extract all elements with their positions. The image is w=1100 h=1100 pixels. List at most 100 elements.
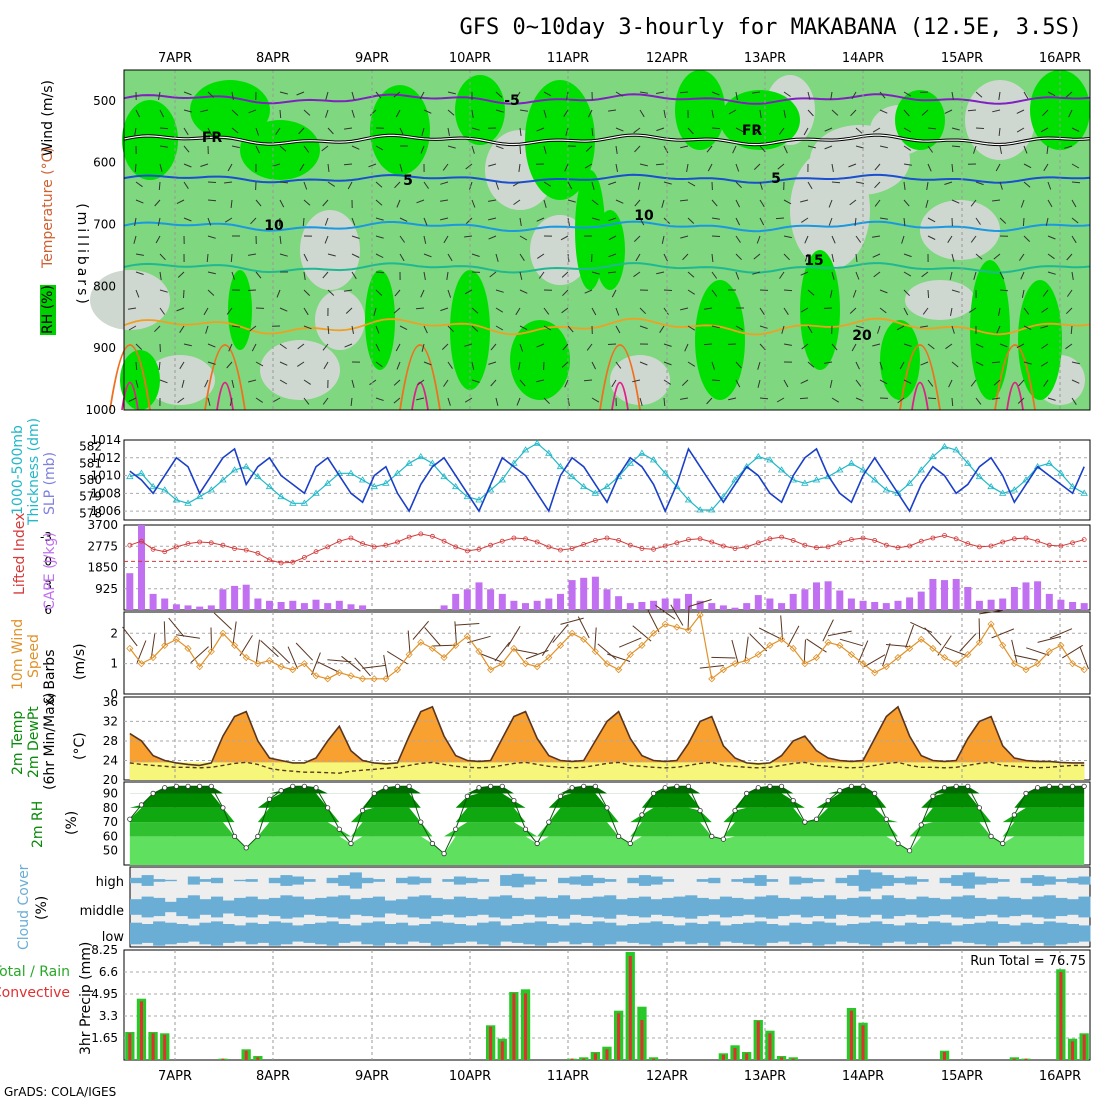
cloud-cover-bar	[708, 877, 721, 884]
wind-barb	[1047, 91, 1056, 97]
cloud-cover-bar	[558, 877, 571, 884]
wind-barb	[687, 289, 695, 295]
wind-barb	[375, 145, 384, 151]
wind10-marker	[766, 641, 774, 649]
cloud-cover-bar	[268, 921, 281, 946]
rh2m-marker	[476, 785, 482, 791]
cloud-cover-bar	[1078, 896, 1091, 918]
cloud-cover-bar	[187, 895, 200, 919]
cape-bar	[847, 598, 855, 610]
rh2m-marker	[197, 783, 203, 789]
wind-barb	[781, 325, 785, 334]
cloud-cover-bar	[835, 877, 848, 884]
wind-barb	[855, 397, 864, 402]
wind10-marker	[626, 650, 634, 659]
cloud-cover-bar	[211, 877, 224, 884]
wind-barb	[783, 91, 791, 97]
axis-tick-label: 1000	[85, 403, 116, 417]
wind-barb	[231, 109, 239, 116]
rh-dry-patch	[260, 340, 340, 400]
wind10-marker	[359, 675, 367, 683]
rh2m-marker	[290, 783, 296, 789]
cloud-cover-bar	[904, 922, 917, 945]
wind-barb	[471, 307, 479, 314]
axis-tick-label: 6	[44, 603, 52, 617]
axis-tick-label: 2775	[87, 539, 118, 553]
wind10-marker	[1022, 666, 1030, 674]
wind-barb	[753, 253, 761, 260]
wind-barb	[323, 361, 329, 370]
precip-convective-bar	[943, 1052, 946, 1060]
cloud-cover-bar	[916, 896, 929, 918]
cloud-cover-bar	[534, 879, 547, 882]
lifted-index-marker	[336, 538, 342, 544]
cloud-cover-bar	[511, 897, 524, 917]
rh2m-marker	[616, 833, 622, 840]
wind-barb	[921, 109, 929, 116]
wind-barb	[829, 379, 833, 388]
cloud-cover-bar	[326, 896, 339, 918]
cloud-cover-bar	[315, 897, 328, 917]
wind-barb	[519, 235, 528, 241]
rh2m-marker	[173, 783, 179, 789]
wind-barb	[375, 199, 383, 206]
cloud-cover-bar	[951, 896, 964, 918]
wind-barb	[1064, 145, 1073, 149]
cloud-row-middle: middle	[80, 904, 124, 919]
wind10-label-b: Speed	[26, 634, 42, 678]
bottom-date-label: 15APR	[941, 1069, 983, 1084]
wind-barb	[999, 217, 1007, 224]
wind10-barb	[150, 633, 156, 658]
cloud-cover-bar	[407, 876, 420, 885]
wind-barb	[440, 181, 449, 185]
cape-bar	[731, 607, 739, 610]
wind10-barbs	[122, 599, 1089, 679]
wind-barb	[903, 253, 912, 258]
wind-barb	[615, 91, 624, 97]
wind-barb	[495, 325, 504, 331]
wind-barb	[637, 181, 641, 190]
wind-barb	[783, 235, 792, 239]
wind-barb	[728, 397, 737, 401]
precip-convective-bar	[151, 1033, 155, 1060]
lifted-index-marker	[476, 546, 482, 552]
wind-barb	[927, 217, 936, 223]
axis-tick-label: 580	[79, 473, 102, 487]
axis-tick-label: 90	[103, 786, 118, 800]
wind-barb	[1040, 127, 1049, 133]
lifted-index-marker	[1070, 540, 1075, 546]
wind-barb	[230, 253, 233, 263]
wind-barb	[975, 91, 983, 98]
wind-barb	[322, 199, 329, 207]
cloud-cover-bar	[754, 875, 767, 886]
cape-bar	[941, 580, 948, 610]
wind-barb	[993, 379, 1001, 386]
wind-barb	[1023, 91, 1029, 100]
wind-barb	[1040, 361, 1049, 367]
wind-barb	[975, 397, 982, 405]
cloud-cover-bar	[847, 875, 860, 886]
thickness-marker	[1068, 482, 1077, 490]
lifted-index-marker	[523, 536, 528, 542]
wind10-barb	[354, 657, 371, 677]
cloud-cover-bar	[511, 873, 524, 888]
wind10-marker	[615, 666, 623, 674]
precip-convective-bar	[780, 1057, 784, 1060]
wind10-barb	[688, 599, 712, 608]
wind-barb	[947, 235, 953, 243]
thickness-marker	[545, 449, 553, 456]
wind-barb	[248, 379, 257, 383]
lifted-index-marker	[569, 546, 575, 551]
bottom-date-label: 7APR	[158, 1069, 192, 1084]
wind-barb	[998, 127, 1001, 136]
wind10-marker	[847, 650, 855, 659]
rh2m-marker	[534, 840, 540, 847]
cloud-cover-bar	[430, 921, 443, 946]
wind-barb	[828, 199, 833, 208]
wind-barb	[855, 181, 864, 184]
wind-barb	[226, 361, 233, 369]
wind-barb	[446, 271, 449, 280]
wind-barb	[639, 325, 648, 330]
wind-barb	[951, 253, 955, 262]
cape-bar	[254, 598, 262, 610]
